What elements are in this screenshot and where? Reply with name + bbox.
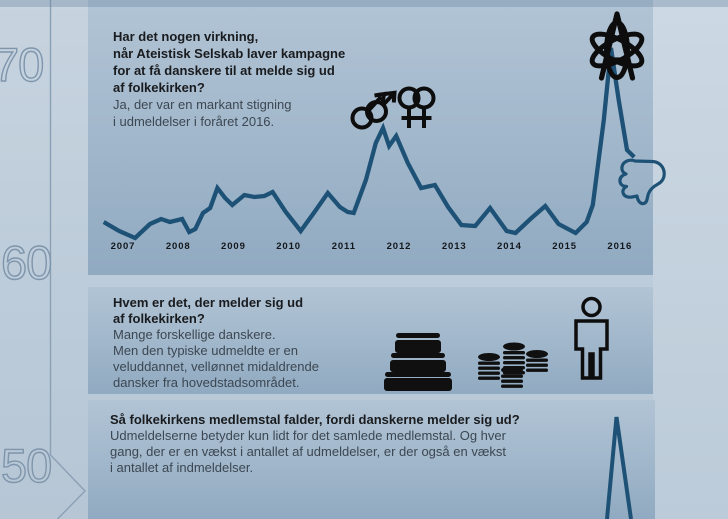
- chart-year-label: 2011: [332, 241, 356, 252]
- membership-spike-graphic: [605, 416, 633, 519]
- chart-year-label: 2012: [387, 241, 412, 252]
- timeline-chevron: [49, 0, 86, 519]
- atheist-atom-icon: [589, 11, 645, 81]
- timeline-label-70: 70: [0, 38, 45, 91]
- question-text-3: Så folkekirkens medlemstal falder, fordi…: [110, 412, 520, 427]
- timeline-label-60: 60: [0, 236, 53, 289]
- person-icon: [574, 296, 609, 380]
- chart-year-label: 2016: [607, 241, 632, 252]
- page-right-strip: [653, 0, 728, 519]
- timeline-label-50: 50: [0, 439, 53, 492]
- answer-text-1: Ja, der var en markant stigning i udmeld…: [113, 97, 292, 129]
- question-panel-who-resigns: Hvem er det, der melder sig ud af folkek…: [88, 287, 653, 394]
- coin-stacks-icon: [478, 342, 548, 388]
- chart-year-label: 2014: [497, 241, 522, 252]
- answer-text-2: Mange forskellige danskere. Men den typi…: [113, 327, 319, 390]
- answer-text-3: Udmeldelserne betyder kun lidt for det s…: [110, 428, 506, 475]
- qa-block-1: Har det nogen virkning, når Ateistisk Se…: [113, 28, 345, 130]
- double-mars-icon: [350, 90, 397, 130]
- question-panel-membership: Så folkekirkens medlemstal falder, fordi…: [88, 400, 655, 519]
- qa-block-3: Så folkekirkens medlemstal falder, fordi…: [110, 412, 520, 476]
- chart-year-label: 2015: [552, 241, 577, 252]
- question-panel-campaign-effect: Har det nogen virkning, når Ateistisk Se…: [88, 0, 653, 275]
- chart-year-label: 2010: [276, 241, 301, 252]
- question-text-2: Hvem er det, der melder sig ud af folkek…: [113, 295, 304, 326]
- chart-year-label: 2013: [442, 241, 467, 252]
- question-text-1: Har det nogen virkning, når Ateistisk Se…: [113, 29, 346, 95]
- chart-line: [102, 47, 636, 241]
- chart-x-axis-labels: 2007 2008 2009 2010 2011 2012 2013 2014 2015 2016: [111, 241, 632, 252]
- double-venus-icon: [397, 86, 436, 128]
- page-top-band: [0, 0, 728, 7]
- chart-year-label: 2008: [166, 241, 191, 252]
- thumbs-down-icon: [618, 158, 666, 206]
- chart-year-label: 2009: [221, 241, 246, 252]
- chart-year-label: 2007: [111, 241, 136, 252]
- books-icon: [384, 333, 452, 391]
- membership-line-chart: 2007 2008 2009 2010 2011 2012 2013 2014 2015 2016: [102, 47, 636, 252]
- qa-block-2: Hvem er det, der melder sig ud af folkek…: [113, 295, 319, 391]
